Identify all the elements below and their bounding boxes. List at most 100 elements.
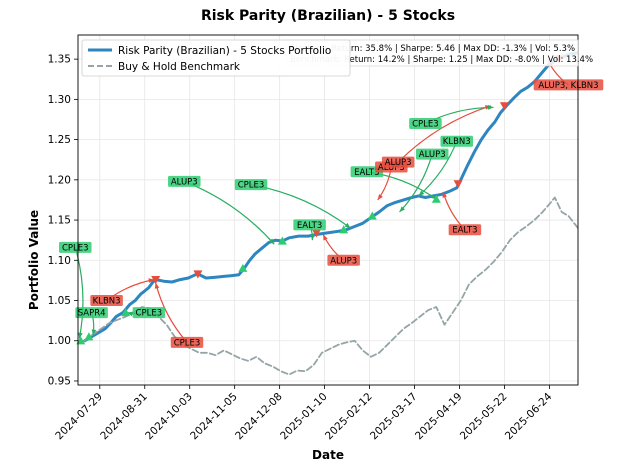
y-tick: 1.25 (48, 134, 78, 146)
annotation-arrowhead (268, 238, 275, 245)
plot-area: CPLE3 SAPR4 CPLE3 KLBN3 CPLE3 ALUP3 CPLE3 EALT3… (48, 34, 604, 443)
sell-marker (453, 180, 463, 189)
sell-marker (311, 229, 321, 238)
x-tick: 2025-06-24 (503, 385, 555, 442)
x-tick-label: 2024-08-31 (98, 391, 150, 443)
legend: Risk Parity (Brazilian) - 5 Stocks Portf… (81, 39, 351, 77)
series-line-portfolio (83, 51, 578, 343)
annotation-arrowhead (399, 206, 406, 213)
x-tick-label: 2025-06-24 (503, 390, 555, 442)
buy-marker (367, 211, 377, 220)
x-tick-label: 2025-03-17 (368, 391, 420, 443)
annotation-label: CPLE3 (412, 120, 439, 130)
annotation-arrowhead (442, 191, 447, 198)
annotation-arrowhead (127, 311, 133, 317)
annotation-arrowhead (91, 329, 97, 336)
annotation-label-box (409, 118, 442, 130)
stats-line-benchmark: Benchmark: Return: 14.2% | Sharpe: 1.25 … (290, 55, 593, 65)
annotation-label-box (59, 241, 92, 253)
annotation-arrowhead (323, 234, 328, 241)
annotation-arrow (184, 180, 275, 245)
annotation-label: CPLE3 (238, 181, 265, 191)
buy-marker (339, 225, 349, 234)
annotation-label: EALT3 (354, 168, 379, 178)
annotation-label: ALUP3 (171, 177, 198, 187)
y-tick: 1.35 (48, 54, 78, 66)
annotation-label-box (234, 179, 268, 191)
y-tick: 1.15 (48, 215, 78, 227)
annotation-label: CPLE3 (174, 338, 201, 348)
y-tick-label: 1.30 (48, 94, 71, 106)
annotation-arrowhead (310, 234, 315, 241)
annotation-label-box (170, 336, 204, 348)
sell-marker (151, 275, 161, 285)
series-group (83, 51, 578, 376)
x-tick-label: 2025-04-19 (413, 391, 465, 443)
axes-frame (77, 34, 579, 386)
annotation-label-box (440, 135, 473, 147)
annotation-label: EALT3 (452, 226, 477, 236)
annotation-arrowhead (154, 282, 160, 289)
x-tick-label: 2024-10-03 (143, 391, 195, 443)
buy-marker (84, 332, 94, 341)
x-tick-label: 2024-07-29 (53, 391, 105, 443)
legend-label-benchmark: Buy & Hold Benchmark (118, 61, 241, 73)
annotation-label-box (327, 254, 360, 266)
annotation-arrow (442, 191, 466, 231)
annotation-labels: CPLE3 SAPR4 CPLE3 KLBN3 CPLE3 ALUP3 CPLE3 EALT3… (59, 79, 604, 348)
annotation-arrowhead (148, 278, 155, 283)
annotation-label: SAPR4 (78, 309, 106, 319)
y-tick: 1.20 (48, 174, 78, 186)
y-tick-label: 1.20 (48, 174, 71, 186)
stats-line-strategy: Strategy: Return: 35.8% | Sharpe: 5.46 |… (290, 44, 575, 54)
annotation-arrowhead (418, 190, 425, 196)
y-tick-label: 1.25 (48, 134, 71, 146)
annotation-label: CPLE3 (62, 243, 89, 253)
x-tick-label: 2025-05-22 (458, 391, 510, 443)
y-tick: 1.10 (48, 255, 78, 267)
y-tick-label: 1.05 (48, 295, 71, 307)
y-tick-label: 0.95 (48, 375, 71, 387)
sell-marker (499, 102, 509, 111)
y-tick-label: 1.10 (48, 255, 71, 267)
annotation-label: KLBN3 (443, 137, 471, 147)
y-axis-label: Portfolio Value (27, 210, 41, 310)
trade-markers (76, 55, 564, 345)
sell-marker (193, 270, 203, 279)
annotation-label: ALUP3 (378, 163, 405, 173)
legend-box (81, 39, 351, 77)
annotation-label: ALUP3 (419, 150, 446, 160)
x-tick-label: 2025-02-12 (323, 391, 375, 443)
buy-marker (431, 194, 441, 203)
annotation-arrow (74, 247, 84, 339)
x-tick-label: 2024-11-05 (188, 391, 240, 443)
annotation-arrowhead (344, 222, 351, 229)
annotation-label-box (90, 295, 123, 307)
buy-marker (76, 336, 86, 345)
annotation-label-box (75, 307, 108, 319)
annotation-label-box (168, 175, 201, 187)
y-tick-label: 1.00 (48, 335, 71, 347)
annotations (74, 60, 569, 343)
legend-label-portfolio: Risk Parity (Brazilian) - 5 Stocks Portf… (118, 45, 331, 57)
annotation-label-box (415, 148, 449, 160)
chart-title: Risk Parity (Brazilian) - 5 Stocks (201, 8, 455, 24)
annotation-arrowhead (487, 105, 494, 110)
buy-marker (277, 236, 287, 245)
annotation-label: ALUP3 (385, 158, 412, 168)
y-tick-label: 1.35 (48, 54, 71, 66)
x-axis-label: Date (312, 448, 344, 462)
x-tick-label: 2024-12-08 (233, 391, 285, 443)
annotation-label: CPLE3 (136, 309, 163, 319)
series-line-benchmark (83, 196, 578, 376)
annotation-label: ALUP3, KLBN3 (538, 81, 598, 91)
annotation-arrow (399, 153, 433, 213)
annotation-arrowhead (377, 194, 383, 200)
y-tick: 1.30 (48, 94, 78, 106)
annotation-arrow (418, 140, 458, 197)
annotation-label-box (293, 219, 326, 231)
annotation-label-box (132, 307, 166, 319)
buy-marker (121, 308, 131, 317)
annotation-label-box (350, 166, 384, 178)
